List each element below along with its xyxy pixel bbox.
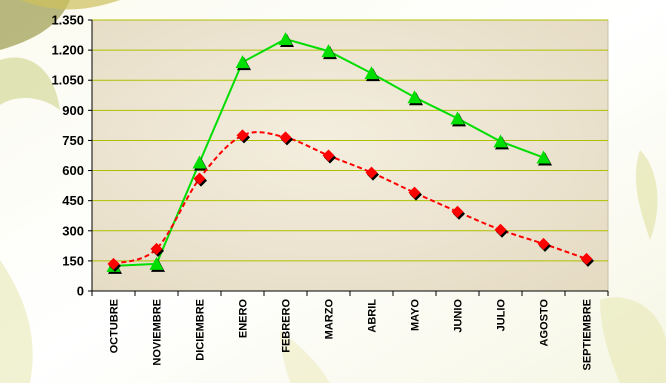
x-tick-label: ENERO — [238, 299, 250, 339]
data-point — [107, 257, 120, 270]
data-point — [407, 90, 422, 104]
y-tick-label: 150 — [62, 253, 84, 268]
data-point — [236, 129, 249, 142]
data-point — [580, 252, 593, 265]
data-point — [408, 186, 421, 199]
y-tick-label: 450 — [62, 193, 84, 208]
data-point — [279, 131, 292, 144]
data-point — [321, 44, 336, 58]
data-point — [278, 32, 293, 46]
data-point — [192, 155, 207, 169]
x-tick-label: NOVIEMBRE — [152, 299, 164, 366]
series-2 — [107, 129, 594, 272]
data-point — [451, 205, 464, 218]
data-point — [150, 242, 163, 255]
x-tick-label: DICIEMBRE — [195, 299, 207, 361]
y-tick-label: 900 — [62, 103, 84, 118]
x-tick-label: JUNIO — [453, 299, 465, 333]
y-tick-label: 600 — [62, 163, 84, 178]
grid — [92, 19, 608, 262]
y-tick-label: 0 — [77, 284, 84, 299]
data-point — [149, 256, 164, 270]
x-axis-ticks: OCTUBRE NOVIEMBRE DICIEMBRE ENERO FEBRERO MAR… — [91, 291, 609, 371]
data-point — [193, 172, 206, 185]
x-tick-label: JULIO — [496, 299, 508, 332]
data-point — [364, 66, 379, 80]
data-point — [536, 150, 551, 164]
series — [106, 32, 594, 274]
y-tick-label: 300 — [62, 223, 84, 238]
x-tick-label: AGOSTO — [539, 299, 551, 347]
data-point — [537, 237, 550, 250]
series-line — [113, 131, 587, 265]
data-point — [450, 111, 465, 125]
data-point — [322, 149, 335, 162]
plot-area — [91, 19, 609, 292]
y-tick-label: 1.200 — [51, 43, 84, 58]
y-axis-ticks: 0 150 300 450 600 750 900 1.050 1.200 1.350 — [51, 13, 92, 299]
y-tick-label: 1.050 — [51, 73, 84, 88]
x-tick-label: SEPTIEMBRE — [582, 299, 594, 371]
data-point — [493, 134, 508, 148]
x-tick-label: MAYO — [410, 299, 422, 331]
x-tick-label: FEBRERO — [281, 299, 293, 353]
y-tick-label: 1.350 — [51, 13, 84, 28]
data-point — [365, 166, 378, 179]
x-tick-label: ABRIL — [367, 299, 379, 333]
x-tick-label: MARZO — [324, 299, 336, 340]
data-point — [235, 55, 250, 69]
x-tick-label: OCTUBRE — [109, 299, 121, 353]
data-point — [494, 223, 507, 236]
y-tick-label: 750 — [62, 133, 84, 148]
